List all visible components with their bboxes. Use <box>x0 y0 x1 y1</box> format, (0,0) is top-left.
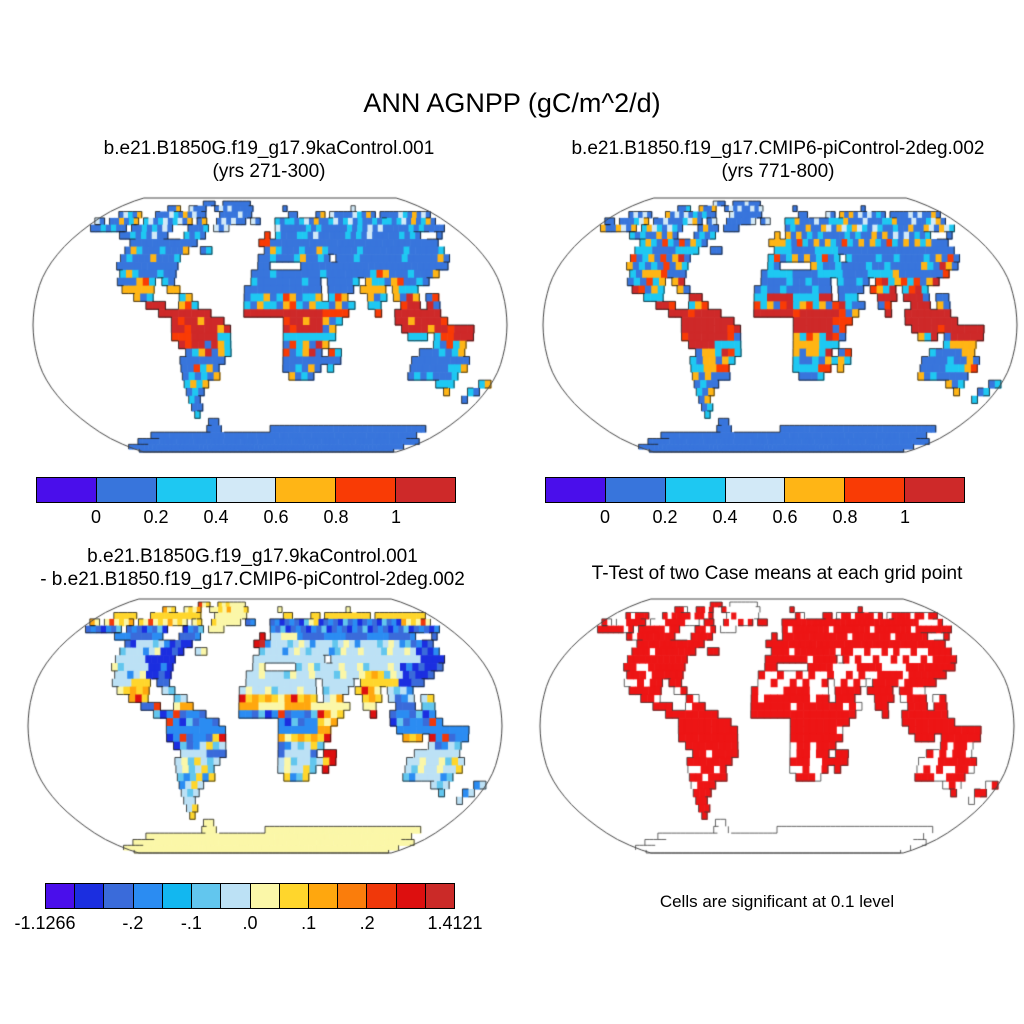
colorbar-tick-label: 1 <box>899 507 910 527</box>
colorbar-segment <box>103 884 133 908</box>
colorbar-segment <box>249 884 279 908</box>
panel-title-line: b.e21.B1850G.f19_g17.9kaControl.001 <box>87 546 418 567</box>
colorbar-tick-label: 0.4 <box>712 507 738 527</box>
colorbar-segment <box>278 884 308 908</box>
colorbar-tick-label: .1 <box>301 913 317 933</box>
colorbar-strip <box>545 477 965 503</box>
colorbar-segment <box>664 478 725 502</box>
colorbar-segment <box>220 884 250 908</box>
panel-title-difference: b.e21.B1850G.f19_g17.9kaControl.001 - b.… <box>0 545 505 591</box>
panel-title-9ka-control: b.e21.B1850G.f19_g17.9kaControl.001 (yrs… <box>30 137 508 183</box>
colorbar-segment <box>74 884 104 908</box>
colorbar-segment <box>161 884 192 908</box>
panel-title-line: b.e21.B1850G.f19_g17.9kaControl.001 <box>103 138 435 159</box>
colorbar-tick-label: 0 <box>599 507 611 527</box>
colorbar-strip <box>45 883 455 909</box>
colorbar-segment <box>784 478 845 502</box>
panel-title-picontrol: b.e21.B1850.f19_g17.CMIP6-piControl-2deg… <box>532 137 1024 183</box>
colorbar-segment <box>307 884 338 908</box>
colorbar-segment <box>215 478 276 502</box>
colorbar-segment <box>604 478 665 502</box>
figure-title: ANN AGNPP (gC/m^2/d) <box>363 88 661 118</box>
panel-title-line: - b.e21.B1850.f19_g17.CMIP6-piControl-2d… <box>40 569 465 590</box>
colorbar-labels: -1.1266 -.2 -.1 .0 .1 .2 1.4121 <box>14 913 482 937</box>
colorbar-segment <box>395 884 425 908</box>
world-map-difference <box>26 597 504 855</box>
colorbar-tick-label: .0 <box>242 913 258 933</box>
colorbar-strip <box>36 477 456 503</box>
colorbar-picontrol: 0 0.2 0.4 0.6 0.8 1 <box>545 477 965 531</box>
colorbar-9ka-control: 0 0.2 0.4 0.6 0.8 1 <box>36 477 456 531</box>
colorbar-segment <box>37 478 96 502</box>
colorbar-labels: 0 0.2 0.4 0.6 0.8 1 <box>545 507 965 531</box>
colorbar-difference: -1.1266 -.2 -.1 .0 .1 .2 1.4121 <box>14 883 483 937</box>
world-map-picontrol <box>541 196 1019 454</box>
colorbar-segment <box>155 478 216 502</box>
colorbar-segment <box>275 478 336 502</box>
colorbar-tick-label: -1.1266 <box>14 913 76 933</box>
colorbar-tick-label: 1.4121 <box>427 913 483 933</box>
world-map-9ka-control <box>31 196 509 454</box>
colorbar-tick-label: -.2 <box>122 913 144 933</box>
colorbar-segment <box>724 478 785 502</box>
panel-title-line: b.e21.B1850.f19_g17.CMIP6-piControl-2deg… <box>571 138 985 159</box>
colorbar-segment <box>395 478 456 502</box>
panel-subtitle-years: (yrs 271-300) <box>212 161 326 182</box>
colorbar-segment <box>366 884 396 908</box>
colorbar-labels: 0 0.2 0.4 0.6 0.8 1 <box>36 507 456 531</box>
panel-title-ttest: T-Test of two Case means at each grid po… <box>530 562 1024 585</box>
significance-caption: Cells are significant at 0.1 level <box>659 892 895 911</box>
colorbar-segment <box>337 884 367 908</box>
colorbar-tick-label: 0.4 <box>203 507 229 527</box>
colorbar-tick-label: .2 <box>359 913 375 933</box>
panel-subtitle-years: (yrs 771-800) <box>721 161 835 182</box>
colorbar-segment <box>844 478 905 502</box>
colorbar-segment <box>424 884 455 908</box>
colorbar-segment <box>46 884 75 908</box>
colorbar-segment <box>95 478 156 502</box>
colorbar-tick-label: 0.8 <box>323 507 349 527</box>
colorbar-tick-label: -.1 <box>180 913 202 933</box>
colorbar-tick-label: 0.8 <box>832 507 858 527</box>
colorbar-tick-label: 1 <box>390 507 401 527</box>
colorbar-tick-label: 0.6 <box>263 507 289 527</box>
colorbar-segment <box>132 884 162 908</box>
colorbar-segment <box>904 478 965 502</box>
colorbar-segment <box>335 478 396 502</box>
colorbar-tick-label: 0.2 <box>143 507 169 527</box>
colorbar-tick-label: 0.6 <box>772 507 798 527</box>
colorbar-tick-label: 0 <box>90 507 102 527</box>
panel-title-line: T-Test of two Case means at each grid po… <box>591 563 963 584</box>
world-map-ttest <box>538 597 1016 855</box>
colorbar-segment <box>546 478 605 502</box>
colorbar-tick-label: 0.2 <box>652 507 678 527</box>
colorbar-segment <box>191 884 221 908</box>
